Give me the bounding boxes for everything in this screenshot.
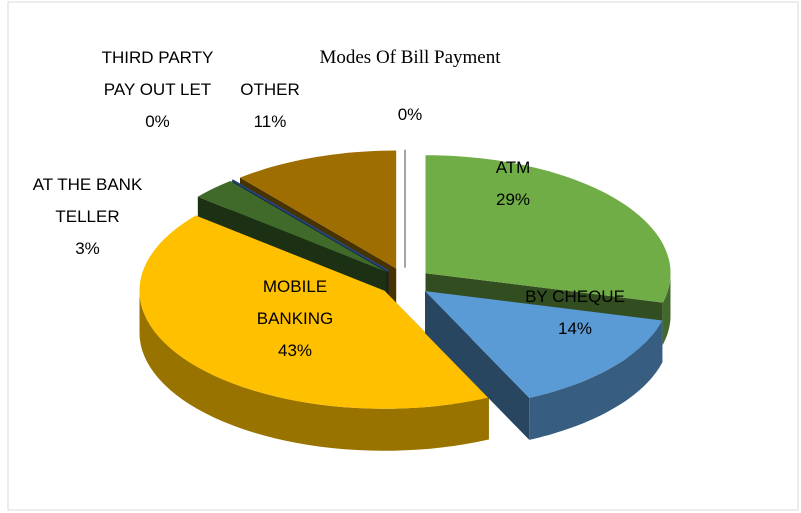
chart-title: Modes Of Bill Payment — [319, 47, 501, 68]
slice-value-label: 14% — [557, 319, 593, 338]
slice-value-label: 0% — [397, 105, 423, 124]
slice-value-label: 29% — [495, 190, 531, 209]
slice-wall — [662, 273, 671, 345]
slice-label: BY CHEQUE — [525, 287, 625, 306]
slice-value-label: 3% — [75, 239, 100, 258]
slice-value-label: 0% — [145, 112, 170, 131]
slice-label: THIRD PARTY PAY OUT LET — [101, 48, 214, 99]
slice-top — [139, 215, 489, 409]
slice-wall — [529, 320, 663, 440]
pie-slice — [139, 215, 489, 451]
slice-label: AT THE BANK TELLER — [32, 175, 143, 226]
slice-top — [425, 291, 663, 398]
slice-top — [197, 181, 387, 272]
slice-wall — [139, 290, 489, 451]
slice-label: MOBILE BANKING — [256, 277, 334, 328]
slice-label: OTHER — [240, 80, 300, 99]
slice-top — [231, 179, 389, 272]
slice-label: ATM — [495, 158, 531, 177]
pie-slice — [425, 291, 663, 440]
slice-side — [425, 291, 530, 440]
slice-top — [240, 150, 397, 269]
slice-top — [425, 155, 671, 303]
slice-value-label: 43% — [277, 341, 313, 360]
chart-border — [7, 1, 799, 511]
slice-value-label: 11% — [253, 112, 287, 131]
